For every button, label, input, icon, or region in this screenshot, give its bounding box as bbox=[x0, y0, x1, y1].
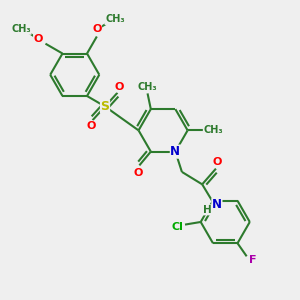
Text: CH₃: CH₃ bbox=[11, 24, 31, 34]
Text: S: S bbox=[100, 100, 109, 113]
Text: O: O bbox=[114, 82, 124, 92]
Text: CH₃: CH₃ bbox=[105, 14, 124, 25]
Text: O: O bbox=[34, 34, 43, 44]
Text: O: O bbox=[86, 121, 96, 131]
Text: O: O bbox=[213, 157, 222, 167]
Text: F: F bbox=[249, 255, 256, 265]
Text: Cl: Cl bbox=[172, 222, 184, 232]
Text: O: O bbox=[133, 168, 142, 178]
Text: O: O bbox=[92, 24, 101, 34]
Text: H: H bbox=[203, 205, 212, 215]
Text: N: N bbox=[170, 145, 180, 158]
Text: CH₃: CH₃ bbox=[203, 125, 223, 135]
Text: CH₃: CH₃ bbox=[138, 82, 158, 92]
Text: N: N bbox=[212, 198, 222, 212]
